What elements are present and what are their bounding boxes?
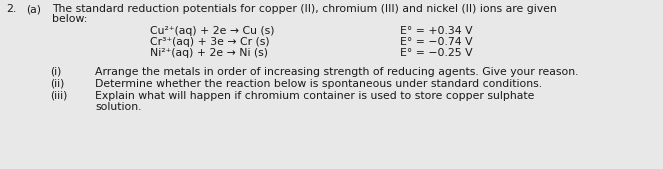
Text: E° = −0.74 V: E° = −0.74 V: [400, 37, 473, 47]
Text: Ni²⁺(aq) + 2e → Ni (s): Ni²⁺(aq) + 2e → Ni (s): [150, 48, 268, 58]
Text: Arrange the metals in order of increasing strength of reducing agents. Give your: Arrange the metals in order of increasin…: [95, 67, 579, 77]
Text: (iii): (iii): [50, 91, 68, 101]
Text: 2.: 2.: [6, 4, 17, 14]
Text: below:: below:: [52, 14, 88, 24]
Text: (i): (i): [50, 67, 62, 77]
Text: solution.: solution.: [95, 102, 141, 112]
Text: E° = +0.34 V: E° = +0.34 V: [400, 26, 473, 36]
Text: (ii): (ii): [50, 79, 64, 89]
Text: Determine whether the reaction below is spontaneous under standard conditions.: Determine whether the reaction below is …: [95, 79, 542, 89]
Text: E° = −0.25 V: E° = −0.25 V: [400, 48, 473, 58]
Text: Cu²⁺(aq) + 2e → Cu (s): Cu²⁺(aq) + 2e → Cu (s): [150, 26, 274, 36]
Text: Cr³⁺(aq) + 3e → Cr (s): Cr³⁺(aq) + 3e → Cr (s): [150, 37, 270, 47]
Text: Explain what will happen if chromium container is used to store copper sulphate: Explain what will happen if chromium con…: [95, 91, 534, 101]
Text: (a): (a): [26, 4, 41, 14]
Text: The standard reduction potentials for copper (II), chromium (III) and nickel (II: The standard reduction potentials for co…: [52, 4, 557, 14]
